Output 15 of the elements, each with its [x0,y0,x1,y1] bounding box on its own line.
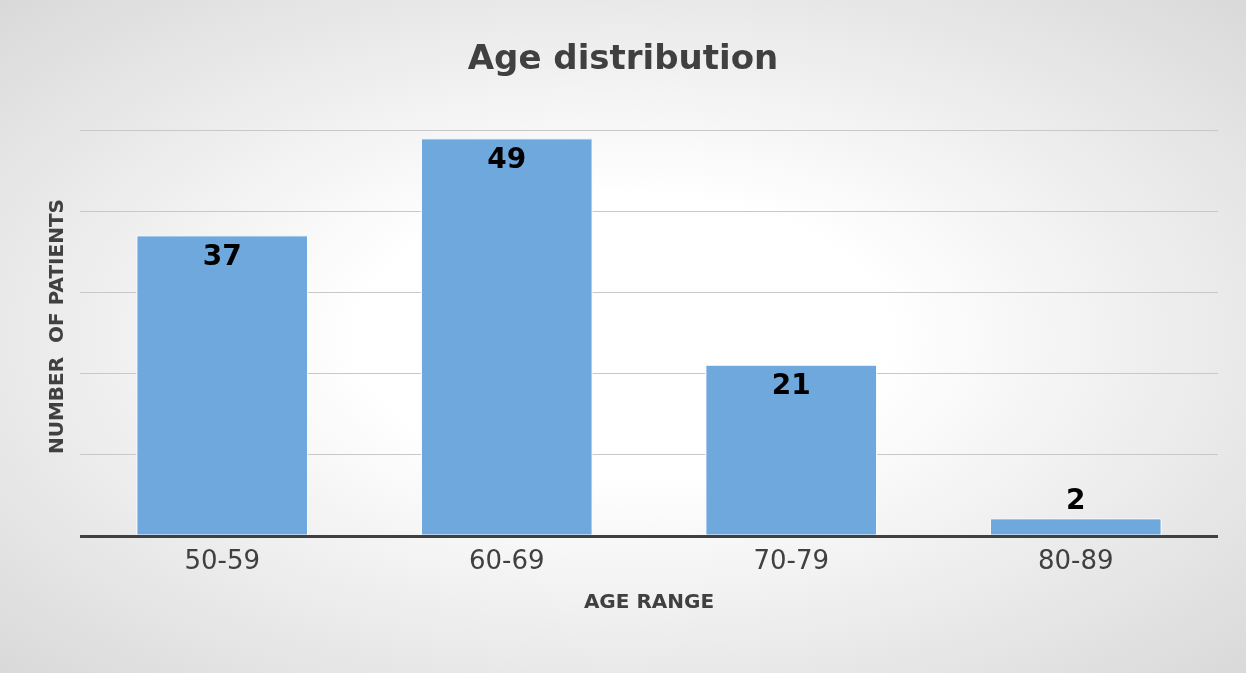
bar [136,235,309,535]
x-tick-label: 50-59 [184,545,261,576]
bar [989,518,1162,535]
data-label: 37 [202,238,242,272]
x-tick-label: 60-69 [468,545,545,576]
x-tick-label: 80-89 [1037,545,1114,576]
chart-title: Age distribution [467,37,779,78]
x-axis-title: AGE RANGE [583,588,715,613]
bar [420,138,593,535]
data-label: 2 [1066,482,1086,516]
data-label: 49 [487,141,527,175]
x-tick-label: 70-79 [753,545,830,576]
y-axis-title: NUMBER OF PATIENTS [43,198,68,455]
data-label: 21 [771,368,811,402]
bar [705,364,878,535]
